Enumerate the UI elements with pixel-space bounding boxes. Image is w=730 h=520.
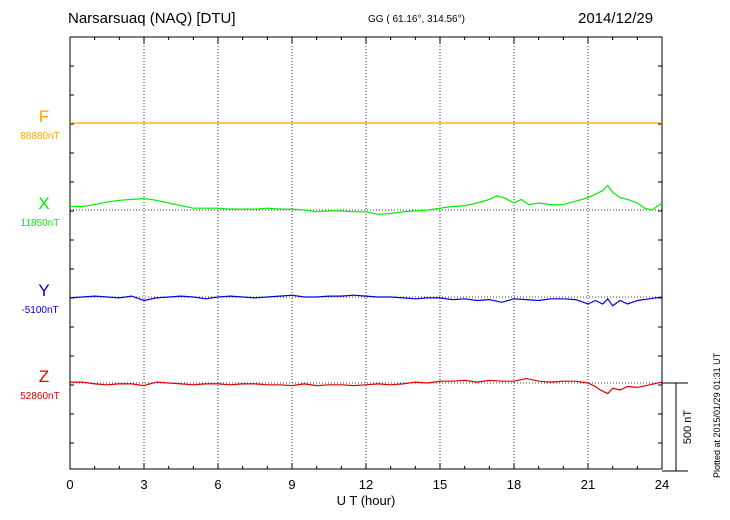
component-label-f: F xyxy=(38,107,50,126)
x-axis-label: U T (hour) xyxy=(337,493,396,508)
series-y-line xyxy=(69,294,663,307)
x-tick-label: 6 xyxy=(214,477,221,492)
baseline-value-x: 11850nT xyxy=(20,218,60,229)
component-label-z: Z xyxy=(38,367,50,386)
x-tick-label: 24 xyxy=(655,477,669,492)
baseline-value-y: -5100nT xyxy=(21,305,59,316)
scale-bar-label: 500 nT xyxy=(682,410,694,445)
station-title: Narsarsuaq (NAQ) [DTU] xyxy=(68,10,236,27)
x-tick-label: 21 xyxy=(581,477,595,492)
geographic-coordinates: GG ( 61.16°, 314.56°) xyxy=(368,14,465,25)
baseline-value-f: 88880nT xyxy=(20,131,60,142)
component-label-x: X xyxy=(38,194,50,213)
x-tick-label: 12 xyxy=(359,477,373,492)
series-z-line xyxy=(70,377,663,395)
baseline-value-z: 52860nT xyxy=(20,391,60,402)
x-tick-label: 3 xyxy=(140,477,147,492)
x-tick-label: 9 xyxy=(288,477,295,492)
x-tick-label: 0 xyxy=(66,477,73,492)
series-x-line xyxy=(70,184,663,216)
component-label-y: Y xyxy=(38,281,50,300)
x-tick-label: 15 xyxy=(433,477,447,492)
x-tick-label: 18 xyxy=(507,477,521,492)
date-label: 2014/12/29 xyxy=(578,10,654,27)
